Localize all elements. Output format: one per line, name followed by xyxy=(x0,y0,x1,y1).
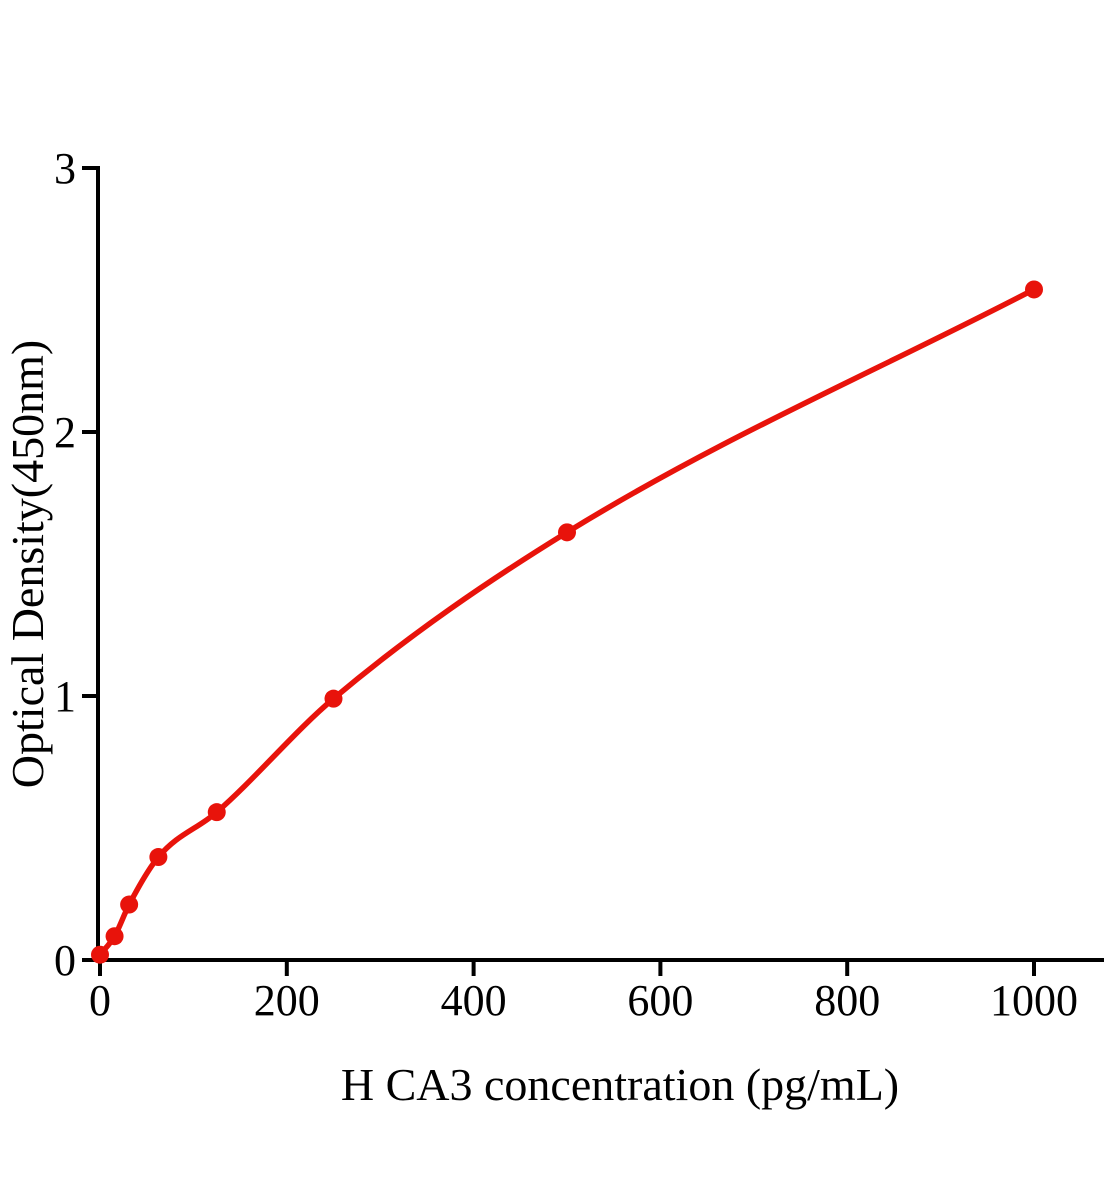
fit-curve xyxy=(97,286,1037,958)
x-tick-label: 1000 xyxy=(990,976,1078,1025)
data-point-marker xyxy=(120,895,139,914)
y-axis-title: Optical Density(450nm) xyxy=(2,340,53,788)
x-axis-title: H CA3 concentration (pg/mL) xyxy=(341,1059,899,1110)
x-tick-label: 400 xyxy=(441,976,507,1025)
x-tick-label: 600 xyxy=(627,976,693,1025)
data-point-marker xyxy=(558,523,576,542)
y-tick-label: 1 xyxy=(54,672,76,721)
y-tick-label: 0 xyxy=(54,936,76,985)
data-point-marker xyxy=(105,927,124,946)
data-points xyxy=(91,280,1043,964)
y-tick-label: 3 xyxy=(54,144,76,193)
y-tick-label: 2 xyxy=(54,408,76,457)
x-tick-label: 200 xyxy=(254,976,320,1025)
data-point-marker xyxy=(207,803,226,822)
tick-labels: 0 1 2 3 0 200 400 600 800 1000 xyxy=(54,144,1078,1025)
x-tick-label: 800 xyxy=(814,976,880,1025)
x-tick-label: 0 xyxy=(89,976,111,1025)
data-point-marker xyxy=(91,945,109,964)
data-point-marker xyxy=(1025,280,1043,299)
fit-curve-path xyxy=(97,286,1037,958)
data-point-marker xyxy=(149,848,168,867)
axis-ticks xyxy=(82,166,1036,976)
axes xyxy=(96,166,1104,962)
data-point-marker xyxy=(324,689,343,708)
